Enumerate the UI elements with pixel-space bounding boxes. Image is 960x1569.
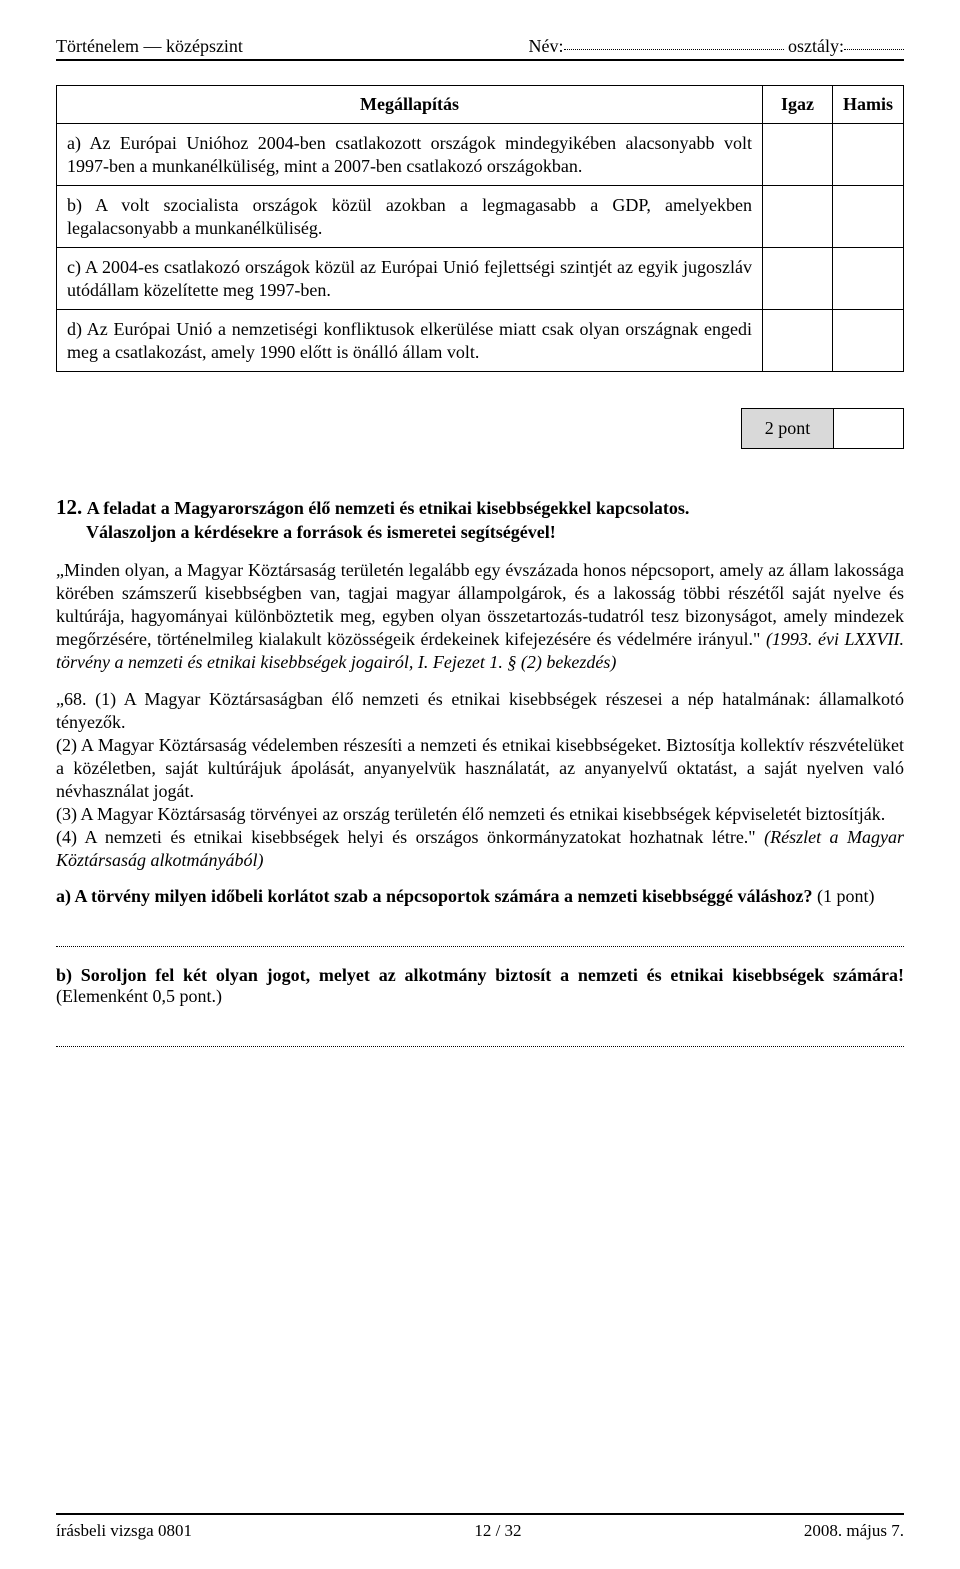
col-statement: Megállapítás — [57, 86, 763, 124]
task-title-text: A feladat a Magyarországon élő nemzeti é… — [87, 498, 690, 518]
source-2-p1: „68. (1) A Magyar Köztársaságban élő nem… — [56, 689, 904, 732]
question-a-text: a) A törvény milyen időbeli korlátot sza… — [56, 886, 812, 906]
points-value[interactable] — [834, 409, 904, 449]
col-true: Igaz — [762, 86, 832, 124]
source-2-p4: (4) A nemzeti és etnikai kisebbségek hel… — [56, 827, 764, 847]
points-row: 2 pont — [56, 408, 904, 449]
answer-line-a[interactable] — [56, 923, 904, 947]
footer-right: 2008. május 7. — [804, 1521, 904, 1541]
cell-d-true[interactable] — [762, 310, 832, 372]
question-a: a) A törvény milyen időbeli korlátot sza… — [56, 886, 904, 907]
stmt-d: d) Az Európai Unió a nemzetiségi konflik… — [57, 310, 763, 372]
stmt-c: c) A 2004-es csatlakozó országok közül a… — [57, 248, 763, 310]
header-rule — [56, 59, 904, 61]
answer-line-b[interactable] — [56, 1023, 904, 1047]
task-12-subtitle: Válaszoljon a kérdésekre a források és i… — [86, 522, 904, 543]
question-a-points: (1 pont) — [812, 886, 874, 906]
table-row: b) A volt szocialista országok közül azo… — [57, 186, 904, 248]
points-label: 2 pont — [742, 409, 834, 449]
source-2: „68. (1) A Magyar Köztársaságban élő nem… — [56, 688, 904, 872]
table-row: a) Az Európai Unióhoz 2004-ben csatlakoz… — [57, 124, 904, 186]
cell-a-false[interactable] — [832, 124, 903, 186]
page-footer: írásbeli vizsga 0801 12 / 32 2008. május… — [56, 1513, 904, 1541]
stmt-a: a) Az Európai Unióhoz 2004-ben csatlakoz… — [57, 124, 763, 186]
table-row: d) Az Európai Unió a nemzetiségi konflik… — [57, 310, 904, 372]
task-12-title: 12. A feladat a Magyarországon élő nemze… — [56, 495, 904, 520]
footer-center: 12 / 32 — [474, 1521, 521, 1541]
col-false: Hamis — [832, 86, 903, 124]
cell-d-false[interactable] — [832, 310, 903, 372]
source-2-p3: (3) A Magyar Köztársaság törvényei az or… — [56, 804, 885, 824]
header-subject: Történelem — középszint — [56, 36, 243, 57]
name-blank — [564, 36, 784, 50]
cell-b-false[interactable] — [832, 186, 903, 248]
source-2-p2: (2) A Magyar Köztársaság védelemben rész… — [56, 735, 904, 801]
question-b-text: b) Soroljon fel két olyan jogot, melyet … — [56, 965, 904, 985]
source-1: „Minden olyan, a Magyar Köztársaság terü… — [56, 559, 904, 674]
name-label: Név: — [529, 36, 564, 57]
table-header-row: Megállapítás Igaz Hamis — [57, 86, 904, 124]
header-name-class: Név: osztály: — [529, 36, 905, 57]
question-b-points: (Elemenként 0,5 pont.) — [56, 986, 222, 1006]
table-row: c) A 2004-es csatlakozó országok közül a… — [57, 248, 904, 310]
class-blank — [844, 36, 904, 50]
truth-table: Megállapítás Igaz Hamis a) Az Európai Un… — [56, 85, 904, 372]
footer-rule — [56, 1513, 904, 1515]
page-header: Történelem — középszint Név: osztály: — [56, 36, 904, 57]
question-b: b) Soroljon fel két olyan jogot, melyet … — [56, 965, 904, 1007]
footer-left: írásbeli vizsga 0801 — [56, 1521, 192, 1541]
cell-a-true[interactable] — [762, 124, 832, 186]
cell-b-true[interactable] — [762, 186, 832, 248]
stmt-b: b) A volt szocialista országok közül azo… — [57, 186, 763, 248]
cell-c-true[interactable] — [762, 248, 832, 310]
class-label: osztály: — [788, 36, 844, 57]
points-box: 2 pont — [741, 408, 904, 449]
task-number: 12. — [56, 495, 82, 519]
cell-c-false[interactable] — [832, 248, 903, 310]
